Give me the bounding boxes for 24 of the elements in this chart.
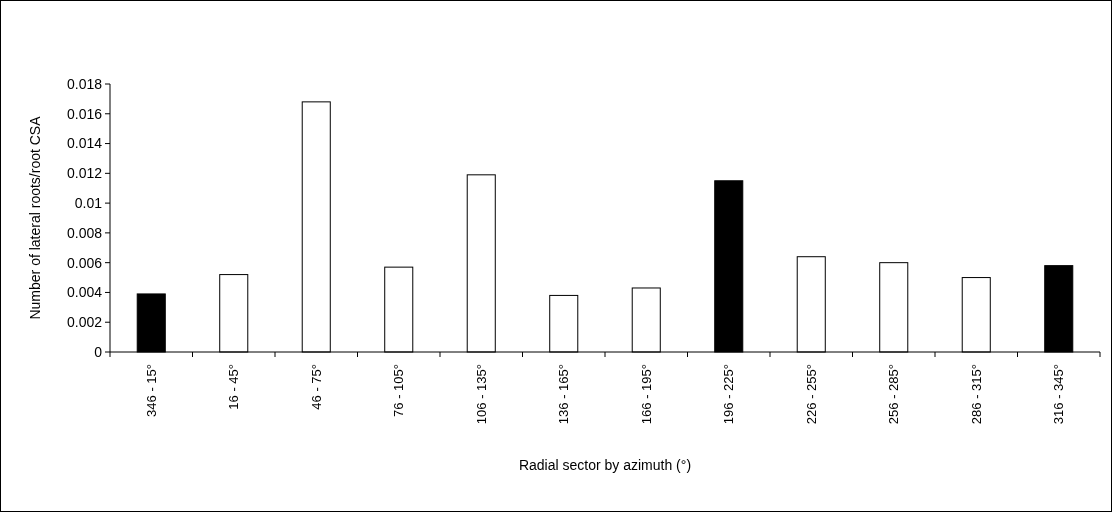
x-tick-label: 136 - 165° xyxy=(556,364,572,425)
x-tick-label: 286 - 315° xyxy=(968,364,984,425)
x-tick-label: 226 - 255° xyxy=(803,364,819,425)
y-tick-label: 0.008 xyxy=(66,224,103,241)
x-tick-label: 256 - 285° xyxy=(886,364,902,425)
y-tick-label: 0.006 xyxy=(66,254,103,271)
y-axis-title: Number of lateral roots/root CSA xyxy=(27,115,43,320)
x-tick-label: 316 - 345° xyxy=(1051,364,1067,425)
x-tick-label: 196 - 225° xyxy=(721,364,737,425)
y-tick-label: 0.014 xyxy=(66,135,103,152)
x-tick-label: 166 - 195° xyxy=(638,364,654,425)
y-tick-label: 0.016 xyxy=(66,105,103,122)
y-tick-label: 0.012 xyxy=(66,165,103,182)
x-tick-label: 76 - 105° xyxy=(391,364,407,417)
x-tick-label: 46 - 75° xyxy=(308,364,324,410)
y-tick-label: 0 xyxy=(94,343,103,360)
x-tick-label: 16 - 45° xyxy=(226,364,242,410)
y-tick-label: 0.018 xyxy=(66,75,103,92)
x-tick-label: 106 - 135° xyxy=(473,364,489,425)
x-axis-title: Radial sector by azimuth (°) xyxy=(518,457,692,473)
x-tick-label: 346 - 15° xyxy=(143,364,159,417)
y-tick-label: 0.004 xyxy=(66,284,103,301)
y-tick-label: 0.002 xyxy=(66,314,103,331)
y-tick-label: 0.01 xyxy=(74,195,103,212)
